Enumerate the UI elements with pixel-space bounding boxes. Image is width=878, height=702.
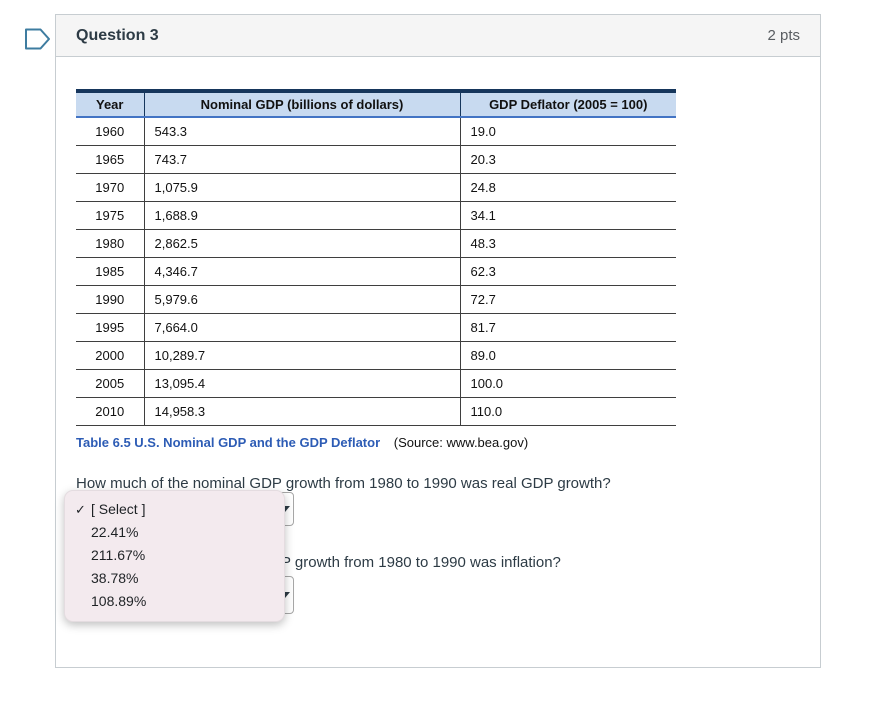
gdp-table-body: 1960 543.3 19.0 1965 743.7 20.3 1970 1,075.9 24.…	[76, 117, 676, 426]
table-row: 1980 2,862.5 48.3	[76, 229, 676, 258]
dropdown-option-selected[interactable]: ✓ [ Select ]	[65, 498, 284, 521]
table-row: 2010 14,958.3 110.0	[76, 397, 676, 426]
question-1-text: How much of the nominal GDP growth from …	[76, 474, 611, 492]
dropdown-option-label: 38.78%	[91, 570, 139, 586]
dropdown-option[interactable]: 22.41%	[65, 521, 284, 544]
table-cell: 89.0	[459, 341, 676, 370]
dropdown-option[interactable]: 38.78%	[65, 567, 284, 590]
gdp-table-head: Year Nominal GDP (billions of dollars) G…	[76, 89, 676, 118]
table-caption: Table 6.5 U.S. Nominal GDP and the GDP D…	[76, 435, 820, 450]
table-cell: 1985	[76, 257, 144, 286]
dropdown-option-label: 211.67%	[91, 547, 146, 563]
question-title: Question 3	[76, 26, 159, 44]
table-row: 1970 1,075.9 24.8	[76, 173, 676, 202]
table-cell: 543.3	[143, 117, 460, 146]
table-cell: 100.0	[459, 369, 676, 398]
table-cell: 34.1	[459, 201, 676, 230]
table-cell: 2010	[76, 397, 144, 426]
table-cell: 1,688.9	[143, 201, 460, 230]
table-cell: 13,095.4	[143, 369, 460, 398]
table-cell: 1995	[76, 313, 144, 342]
dropdown-option-label: 108.89%	[91, 593, 147, 609]
column-header-nominal-gdp: Nominal GDP (billions of dollars)	[143, 89, 460, 118]
question-points: 2 pts	[767, 27, 800, 44]
question-card: Question 3 2 pts Year Nominal GDP (billi…	[55, 14, 821, 668]
table-cell: 2,862.5	[143, 229, 460, 258]
table-header-row: Year Nominal GDP (billions of dollars) G…	[76, 89, 676, 118]
table-cell: 743.7	[143, 145, 460, 174]
table-row: 1965 743.7 20.3	[76, 145, 676, 174]
table-row: 1995 7,664.0 81.7	[76, 313, 676, 342]
column-header-gdp-deflator: GDP Deflator (2005 = 100)	[459, 89, 676, 118]
table-cell: 2000	[76, 341, 144, 370]
table-row: 1990 5,979.6 72.7	[76, 285, 676, 314]
table-row: 1975 1,688.9 34.1	[76, 201, 676, 230]
table-cell: 1970	[76, 173, 144, 202]
table-caption-source: (Source: www.bea.gov)	[393, 434, 529, 450]
dropdown-option-label: 22.41%	[91, 524, 139, 540]
table-cell: 81.7	[459, 313, 676, 342]
table-cell: 48.3	[459, 229, 676, 258]
flag-question-icon[interactable]	[24, 27, 51, 51]
table-cell: 1960	[76, 117, 144, 146]
table-row: 2000 10,289.7 89.0	[76, 341, 676, 370]
table-row: 1960 543.3 19.0	[76, 117, 676, 146]
question-2-text-visible: P growth from 1980 to 1990 was inflation…	[281, 554, 561, 571]
table-cell: 72.7	[459, 285, 676, 314]
table-cell: 1,075.9	[143, 173, 460, 202]
table-cell: 14,958.3	[143, 397, 460, 426]
chevron-down-icon	[280, 506, 290, 512]
table-cell: 7,664.0	[143, 313, 460, 342]
table-cell: 1965	[76, 145, 144, 174]
table-cell: 5,979.6	[143, 285, 460, 314]
gdp-table: Year Nominal GDP (billions of dollars) G…	[76, 89, 676, 426]
table-cell: 1990	[76, 285, 144, 314]
dropdown-option[interactable]: 108.89%	[65, 590, 284, 613]
dropdown-option[interactable]: 211.67%	[65, 544, 284, 567]
chevron-down-icon	[280, 592, 290, 598]
table-row: 1985 4,346.7 62.3	[76, 257, 676, 286]
table-cell: 10,289.7	[143, 341, 460, 370]
table-cell: 24.8	[459, 173, 676, 202]
table-caption-title: Table 6.5 U.S. Nominal GDP and the GDP D…	[76, 434, 381, 450]
table-cell: 1980	[76, 229, 144, 258]
checkmark-icon: ✓	[75, 502, 86, 517]
table-cell: 4,346.7	[143, 257, 460, 286]
table-cell: 19.0	[459, 117, 676, 146]
table-row: 2005 13,095.4 100.0	[76, 369, 676, 398]
table-cell: 20.3	[459, 145, 676, 174]
table-cell: 1975	[76, 201, 144, 230]
dropdown-menu: ✓ [ Select ] 22.41% 211.67% 38.78% 108.89%	[64, 490, 285, 622]
column-header-year: Year	[76, 89, 144, 118]
table-cell: 110.0	[459, 397, 676, 426]
dropdown-option-label: [ Select ]	[91, 501, 146, 517]
table-cell: 62.3	[459, 257, 676, 286]
question-header: Question 3 2 pts	[56, 15, 820, 57]
table-cell: 2005	[76, 369, 144, 398]
